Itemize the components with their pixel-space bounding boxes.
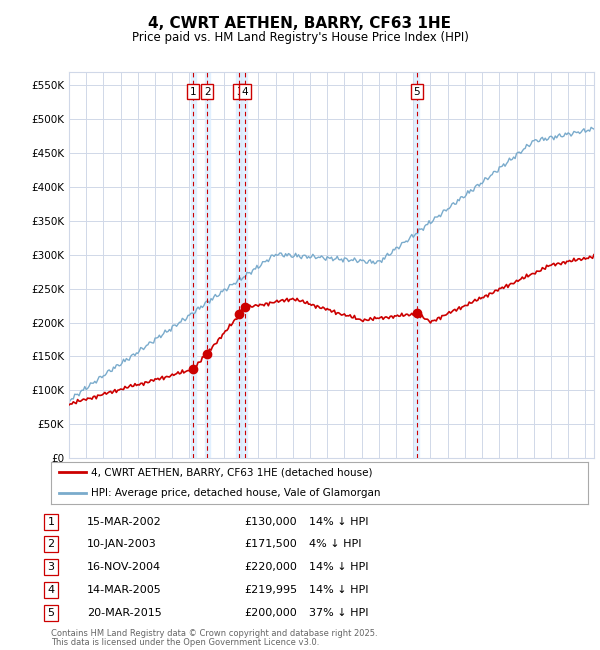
Text: 37% ↓ HPI: 37% ↓ HPI [309,608,368,617]
Text: £171,500: £171,500 [244,540,297,549]
Text: 1: 1 [190,87,196,97]
Text: 16-NOV-2004: 16-NOV-2004 [87,562,161,572]
Text: 4: 4 [241,87,248,97]
Text: 20-MAR-2015: 20-MAR-2015 [87,608,162,617]
Text: Contains HM Land Registry data © Crown copyright and database right 2025.: Contains HM Land Registry data © Crown c… [51,629,377,638]
Text: £130,000: £130,000 [244,517,297,526]
Text: This data is licensed under the Open Government Licence v3.0.: This data is licensed under the Open Gov… [51,638,319,647]
Text: 4% ↓ HPI: 4% ↓ HPI [309,540,361,549]
Text: 14% ↓ HPI: 14% ↓ HPI [309,517,368,526]
Bar [242,72,247,458]
Text: 5: 5 [47,608,55,617]
Text: Price paid vs. HM Land Registry's House Price Index (HPI): Price paid vs. HM Land Registry's House … [131,31,469,44]
Text: £200,000: £200,000 [244,608,297,617]
Bar [236,72,242,458]
Text: 14-MAR-2005: 14-MAR-2005 [87,585,162,595]
Text: 2: 2 [204,87,211,97]
Text: 4, CWRT AETHEN, BARRY, CF63 1HE: 4, CWRT AETHEN, BARRY, CF63 1HE [149,16,452,31]
Text: 4: 4 [47,585,55,595]
Text: 4, CWRT AETHEN, BARRY, CF63 1HE (detached house): 4, CWRT AETHEN, BARRY, CF63 1HE (detache… [91,467,373,477]
Text: £219,995: £219,995 [244,585,297,595]
Text: 5: 5 [413,87,420,97]
Text: 15-MAR-2002: 15-MAR-2002 [87,517,162,526]
Text: 3: 3 [47,562,55,572]
Text: 14% ↓ HPI: 14% ↓ HPI [309,562,368,572]
Text: 1: 1 [47,517,55,526]
Text: 14% ↓ HPI: 14% ↓ HPI [309,585,368,595]
Text: 2: 2 [47,540,55,549]
Text: HPI: Average price, detached house, Vale of Glamorgan: HPI: Average price, detached house, Vale… [91,488,381,498]
Bar [191,72,196,458]
Text: £220,000: £220,000 [244,562,297,572]
Text: 10-JAN-2003: 10-JAN-2003 [87,540,157,549]
Bar [414,72,419,458]
Text: 3: 3 [236,87,242,97]
Bar [205,72,210,458]
